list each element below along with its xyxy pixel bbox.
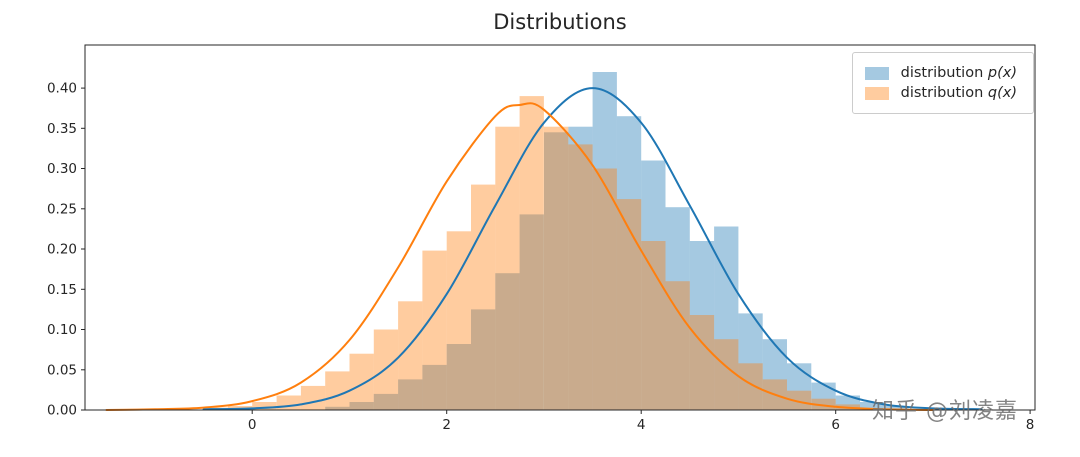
histogram-bar-q <box>665 281 690 410</box>
histogram-bar-p <box>325 406 350 410</box>
y-tick-label: 0.20 <box>47 242 77 258</box>
histogram-bar-q <box>373 329 399 410</box>
kde-curve-p <box>202 87 983 411</box>
legend-label: distribution p(x) <box>900 65 1017 81</box>
legend-entry: distribution q(x) <box>864 85 1017 101</box>
histogram-bar-q <box>446 231 471 410</box>
x-tick-label: 6 <box>831 417 840 433</box>
legend: distribution p(x) distribution q(x) <box>851 52 1034 114</box>
histogram-bar-p <box>471 309 496 410</box>
histogram-bar-p <box>884 406 909 410</box>
y-tick-label: 0.30 <box>47 161 77 177</box>
histogram-bar-p <box>446 344 471 410</box>
x-tick-label: 2 <box>442 417 451 433</box>
histogram-bar-q <box>811 398 836 410</box>
histogram-bar-q <box>252 402 277 410</box>
x-tick-label: 0 <box>248 417 257 433</box>
histogram-bar-q <box>398 301 423 410</box>
histogram-bar-p <box>519 214 544 410</box>
histogram-bar-p <box>544 132 569 411</box>
axes-spines <box>84 44 1036 411</box>
histogram-bar-p <box>568 126 593 410</box>
kde-curve-q <box>105 102 934 411</box>
chart-title: Distributions <box>493 10 627 34</box>
y-tick-label: 0.25 <box>47 201 77 217</box>
x-tick-label: 8 <box>1026 417 1035 433</box>
legend-swatch <box>864 86 889 100</box>
histogram-bar-q <box>422 250 447 410</box>
legend-swatch <box>864 66 889 80</box>
histogram-bar-q <box>616 199 642 410</box>
histogram-bar-p <box>398 379 423 410</box>
histogram-bar-p <box>738 313 763 410</box>
x-tick-label: 4 <box>637 417 646 433</box>
histogram-bar-p <box>689 241 715 410</box>
histogram-bar-p <box>860 402 885 410</box>
histogram-bar-q <box>495 126 520 410</box>
histogram-bar-q <box>471 184 496 410</box>
histogram-bar-p <box>665 207 690 410</box>
histogram-bar-p <box>495 273 520 410</box>
histogram-bar-p <box>373 393 399 410</box>
histogram-bar-q <box>714 339 739 410</box>
histogram-bar-q <box>544 126 569 410</box>
legend-label: distribution q(x) <box>900 85 1017 101</box>
histogram-bar-q <box>592 168 617 410</box>
y-tick-label: 0.40 <box>47 81 77 97</box>
histogram-bar-q <box>787 390 812 410</box>
histogram-bar-p <box>422 364 447 410</box>
y-tick-label: 0.35 <box>47 121 77 137</box>
y-tick-label: 0.15 <box>47 282 77 298</box>
histogram-bar-q <box>325 371 350 410</box>
legend-entry: distribution p(x) <box>864 65 1017 81</box>
y-tick-label: 0.00 <box>47 403 77 419</box>
histogram-bar-q <box>519 96 544 410</box>
y-tick-label: 0.10 <box>47 322 77 338</box>
histogram-bar-p <box>592 72 617 410</box>
histogram-bar-q <box>568 144 593 410</box>
histogram-bar-q <box>689 315 715 410</box>
watermark: 知乎 @刘凌嘉 <box>872 399 1018 424</box>
histogram-bar-q <box>300 385 326 410</box>
histogram-bar-q <box>738 363 763 410</box>
histogram-bar-p <box>349 402 374 410</box>
histogram-bar-p <box>616 116 642 410</box>
y-tick-label: 0.05 <box>47 362 77 378</box>
histogram-bar-q <box>349 353 374 410</box>
histogram-bar-q <box>641 241 666 410</box>
